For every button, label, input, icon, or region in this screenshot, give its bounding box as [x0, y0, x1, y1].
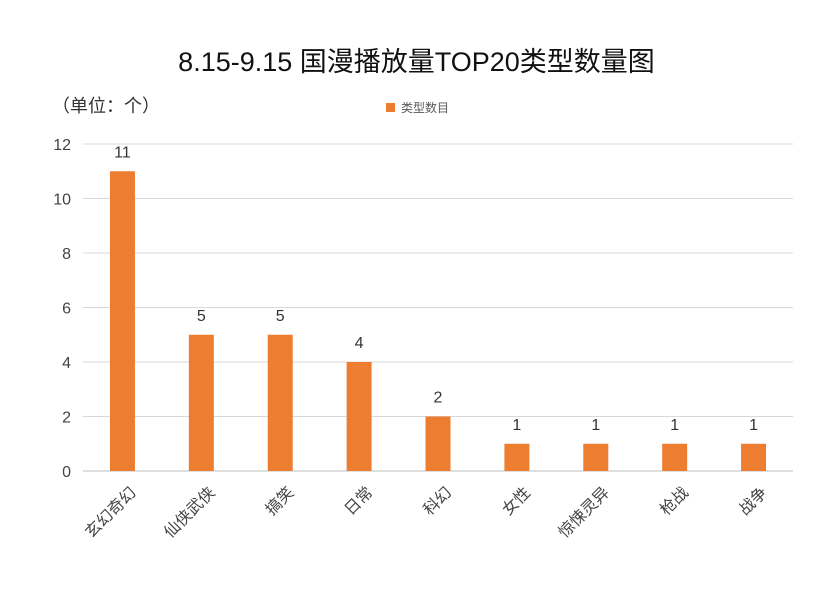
data-label: 1	[749, 417, 758, 434]
legend-swatch	[386, 103, 395, 112]
bar	[109, 171, 135, 471]
y-tick-label: 4	[62, 355, 71, 372]
category-label: 枪战	[656, 483, 692, 519]
category-label: 科幻	[419, 483, 455, 519]
bar	[267, 334, 293, 471]
bar	[346, 362, 372, 471]
unit-label: （单位：个）	[52, 96, 160, 117]
category-label: 玄幻奇幻	[81, 483, 140, 542]
category-label: 女性	[498, 483, 534, 519]
category-label: 战争	[735, 483, 771, 519]
data-label: 1	[670, 417, 679, 434]
y-tick-label: 10	[53, 192, 71, 209]
data-label: 4	[355, 335, 364, 352]
chart-title: 8.15-9.15 国漫播放量TOP20类型数量图	[178, 47, 655, 77]
data-label: 5	[197, 308, 206, 325]
y-tick-label: 6	[62, 301, 71, 318]
category-label: 日常	[340, 483, 376, 519]
y-tick-label: 8	[62, 246, 71, 263]
category-label: 搞笑	[261, 483, 297, 519]
bar	[662, 443, 688, 471]
legend-label: 类型数目	[401, 101, 450, 115]
y-tick-label: 12	[53, 137, 71, 154]
bar	[583, 443, 609, 471]
category-label: 仙侠武侠	[160, 483, 219, 542]
data-label: 1	[591, 417, 600, 434]
bar	[741, 443, 767, 471]
y-tick-label: 0	[62, 464, 71, 481]
bar	[504, 443, 530, 471]
data-label: 5	[276, 308, 285, 325]
bar	[188, 334, 214, 471]
data-label: 11	[114, 144, 131, 161]
bar	[425, 416, 451, 471]
category-label: 惊悚灵异	[554, 483, 613, 542]
data-label: 1	[512, 417, 521, 434]
data-label: 2	[434, 390, 443, 407]
legend: 类型数目	[386, 99, 449, 116]
y-tick-label: 2	[62, 410, 71, 427]
